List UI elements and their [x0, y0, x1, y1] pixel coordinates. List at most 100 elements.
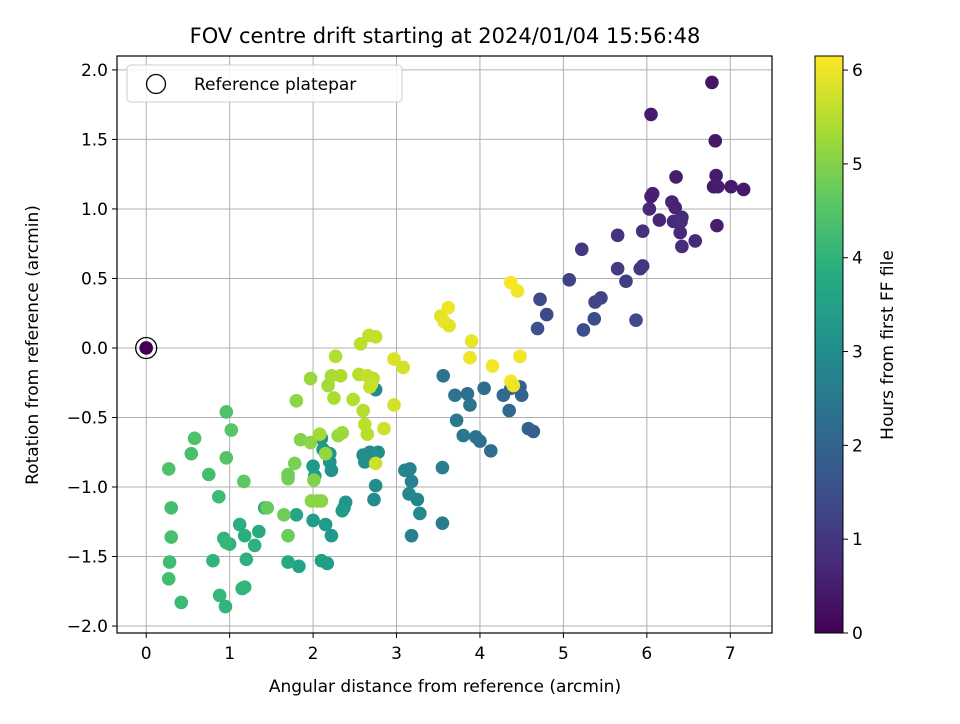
data-point — [327, 391, 341, 405]
data-point — [588, 295, 602, 309]
data-point — [674, 214, 688, 229]
data-point — [724, 179, 738, 194]
data-point — [247, 538, 262, 553]
data-point — [576, 323, 591, 337]
data-point — [635, 224, 650, 238]
scatter-points — [161, 75, 751, 614]
data-point — [574, 242, 589, 257]
data-point — [514, 388, 529, 403]
data-point — [502, 403, 516, 418]
data-point — [473, 434, 487, 448]
data-point — [164, 530, 179, 544]
data-point — [442, 318, 456, 333]
data-point — [513, 349, 527, 364]
colorbar-label: Hours from first FF file — [878, 250, 898, 440]
x-axis-label: Angular distance from reference (arcmin) — [269, 677, 621, 697]
data-point — [652, 213, 667, 227]
data-point — [404, 528, 419, 543]
data-point — [360, 427, 375, 441]
x-tick-label: 6 — [641, 644, 652, 664]
plot-frame — [116, 55, 773, 634]
data-point — [318, 517, 333, 532]
data-point — [449, 413, 464, 428]
data-point — [346, 392, 360, 407]
y-axis-label: Rotation from reference (arcmin) — [23, 205, 43, 485]
x-tick-label: 1 — [224, 644, 235, 664]
data-point — [252, 524, 266, 539]
data-point — [281, 528, 295, 543]
data-point — [364, 377, 379, 391]
data-point — [206, 553, 220, 568]
data-point — [413, 506, 427, 521]
y-tick-label: −1.5 — [67, 548, 108, 568]
colorbar-ticks: 0 1 2 3 4 5 6 — [843, 61, 863, 644]
data-point — [668, 200, 683, 215]
data-point — [710, 179, 725, 194]
data-point — [368, 330, 383, 344]
colorbar-tick-label: 0 — [852, 624, 863, 644]
data-point — [710, 218, 724, 233]
data-point — [289, 508, 304, 522]
data-point — [526, 424, 541, 439]
data-point — [533, 292, 547, 307]
y-tick-label: 0.5 — [81, 269, 108, 289]
data-point — [387, 352, 401, 366]
x-tick-label: 0 — [141, 644, 152, 664]
data-point — [218, 599, 233, 614]
data-point — [306, 513, 320, 528]
data-point — [496, 388, 511, 403]
colorbar-gradient — [814, 55, 844, 634]
data-point — [463, 398, 477, 412]
legend-marker — [145, 73, 167, 95]
data-point — [484, 444, 498, 458]
x-tick-label: 4 — [475, 644, 486, 664]
data-point — [403, 462, 417, 476]
data-point — [460, 387, 475, 401]
data-point — [510, 284, 525, 298]
data-point — [292, 559, 306, 574]
data-point — [396, 360, 410, 375]
data-point — [436, 368, 451, 383]
data-point — [644, 107, 658, 122]
y-axis: −2.0 −1.5 −1.0 −0.5 0.0 0.5 1.0 1.5 2.0 — [67, 61, 117, 637]
data-point — [212, 588, 227, 603]
data-point — [619, 274, 633, 289]
legend[interactable]: Reference platepar — [126, 64, 403, 103]
data-point — [368, 456, 383, 471]
data-point — [368, 478, 383, 493]
data-point — [235, 581, 249, 596]
legend-entry: Reference platepar — [194, 75, 356, 95]
data-point — [477, 381, 491, 396]
data-point — [675, 239, 689, 254]
data-point — [281, 467, 295, 482]
x-tick-label: 7 — [725, 644, 736, 664]
data-point — [435, 460, 450, 475]
data-point — [219, 451, 234, 465]
data-point — [239, 552, 254, 567]
data-point — [448, 388, 462, 403]
data-point — [260, 501, 274, 515]
colorbar-tick-label: 4 — [852, 249, 863, 269]
data-point — [736, 182, 751, 197]
chart-title: FOV centre drift starting at 2024/01/04 … — [190, 24, 701, 48]
data-point — [289, 394, 304, 408]
colorbar-tick-label: 5 — [852, 155, 863, 175]
data-point — [320, 556, 335, 571]
data-point — [404, 474, 419, 489]
data-point — [464, 334, 479, 348]
y-tick-label: 2.0 — [81, 61, 108, 81]
data-point — [463, 350, 477, 365]
data-point — [303, 371, 318, 386]
data-point — [377, 421, 391, 436]
data-point — [324, 528, 339, 543]
data-point — [387, 398, 401, 412]
data-point — [456, 428, 471, 443]
data-point — [201, 467, 216, 482]
data-point — [161, 462, 176, 476]
data-point — [164, 501, 179, 515]
grid — [117, 56, 772, 633]
data-point — [335, 425, 350, 440]
data-point — [485, 359, 500, 373]
colorbar: 0 1 2 3 4 5 6 Hours from first FF file — [814, 55, 898, 644]
